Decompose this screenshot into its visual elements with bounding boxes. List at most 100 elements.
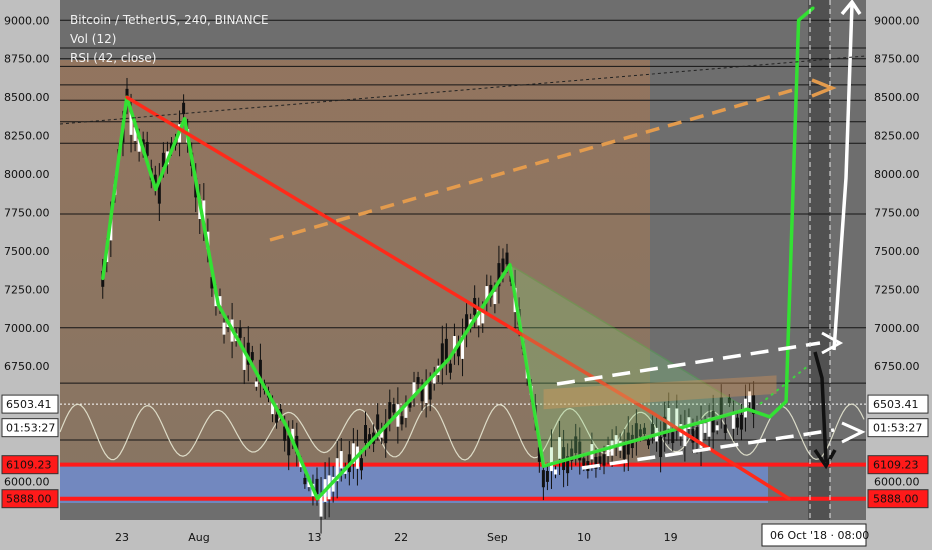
candle-body [642, 427, 646, 434]
candle-body [129, 111, 133, 135]
candle-body [549, 447, 553, 472]
x-tick-label: Aug [188, 531, 209, 544]
candle-body [671, 432, 675, 444]
x-tick-label: 22 [394, 531, 408, 544]
candle-body [388, 402, 392, 419]
price-tag-left: 6109.23 [6, 459, 52, 472]
candle-body [691, 428, 695, 443]
candle-body [501, 258, 505, 273]
candle-body [145, 142, 149, 156]
candle-body [351, 443, 355, 464]
white-dashed-upper-head [821, 331, 844, 355]
crosshair-label-bg [761, 523, 867, 547]
series-point [125, 95, 129, 99]
candle-body [133, 127, 137, 141]
triangle-pattern [508, 263, 750, 468]
brown-channel-area [60, 60, 650, 500]
legend-symbol: Bitcoin / TetherUS, 240, BINANCE [70, 13, 269, 27]
y-tick-label-right: 7250.00 [874, 283, 920, 296]
candle-body [254, 381, 258, 387]
candle-body [380, 429, 384, 438]
y-tick-label-right: 8750.00 [874, 53, 920, 66]
white-up-arrowhead [840, 0, 862, 16]
candle-body [246, 342, 250, 365]
candle-body [675, 408, 679, 427]
price-tag-left: 01:53:27 [6, 422, 55, 435]
y-tick-label-left: 6000.00 [4, 475, 50, 488]
candle-body [392, 404, 396, 413]
candle-body [481, 310, 485, 324]
candle-body [440, 343, 444, 367]
y-tick-label-left: 9000.00 [4, 14, 50, 27]
candle-body [238, 327, 242, 338]
candle-body [505, 252, 509, 265]
y-tick-label-left: 7750.00 [4, 206, 50, 219]
x-tick-label: 19 [664, 531, 678, 544]
candle-body [711, 410, 715, 433]
price-tag-left: 6503.41 [6, 398, 52, 411]
candle-body [622, 441, 626, 459]
white-up-arrow [832, 3, 854, 351]
candle-body [638, 429, 642, 437]
candle-body [634, 423, 638, 442]
y-tick-label-left: 8500.00 [4, 91, 50, 104]
candle-body [558, 437, 562, 459]
y-tick-label-left: 8000.00 [4, 168, 50, 181]
series-point [284, 423, 288, 427]
price-tag-right: 6109.23 [873, 459, 919, 472]
series-point [447, 357, 451, 360]
candle-body [493, 291, 497, 305]
candle-body [432, 374, 436, 384]
candle-body [412, 382, 416, 397]
legend: Bitcoin / TetherUS, 240, BINANCE Vol (12… [70, 13, 269, 65]
candle-body [739, 414, 743, 430]
y-tick-label-right: 8250.00 [874, 130, 920, 143]
price-tag-right: 01:53:27 [873, 422, 922, 435]
green-projection-dotted [759, 365, 809, 405]
upper-dashed-arrowhead [811, 78, 837, 98]
candle-body [541, 470, 545, 488]
candle-body [291, 428, 295, 441]
candle-body [562, 447, 566, 471]
candle-body [242, 351, 246, 370]
series-point [649, 410, 653, 414]
series-point [154, 187, 158, 191]
rsi-band [59, 403, 865, 461]
candle-body [218, 296, 222, 307]
x-axis: 23 Aug 13 22 Sep 10 19 [115, 531, 678, 544]
candle-body [663, 416, 667, 437]
legend-volume: Vol (12) [70, 32, 116, 46]
candle-body [416, 377, 420, 385]
series-point [768, 415, 772, 419]
candle-body [715, 425, 719, 431]
x-tick-label: 13 [308, 531, 322, 544]
candle-body [727, 397, 731, 404]
price-tag-right-bg [867, 394, 929, 414]
candle-body [400, 416, 404, 425]
candle-body [404, 405, 408, 418]
dotted-top-trend [59, 55, 867, 125]
rsi-oscillator [59, 403, 865, 461]
candle-body [307, 481, 311, 488]
candle-body [602, 454, 606, 466]
price-tag-left-bg [1, 418, 59, 438]
price-tag-left-bg [1, 394, 59, 414]
candle-body [315, 478, 319, 495]
candle-body [659, 436, 663, 458]
candle-body [683, 425, 687, 447]
candle-body [250, 352, 254, 361]
y-tick-label-right: 7000.00 [874, 322, 920, 335]
price-tag-right-bg [867, 489, 929, 509]
candle-body [303, 477, 307, 485]
candle-body [594, 456, 598, 469]
candle-body [295, 435, 299, 454]
y-tick-label-left: 7500.00 [4, 245, 50, 258]
candle-body [359, 458, 363, 471]
candle-body [384, 423, 388, 444]
candle-body [420, 388, 424, 402]
price-tags: 6503.41 6503.41 01:53:27 01:53:27 6109.23 610… [1, 394, 929, 509]
series-point [542, 464, 546, 468]
series-point [183, 117, 187, 121]
